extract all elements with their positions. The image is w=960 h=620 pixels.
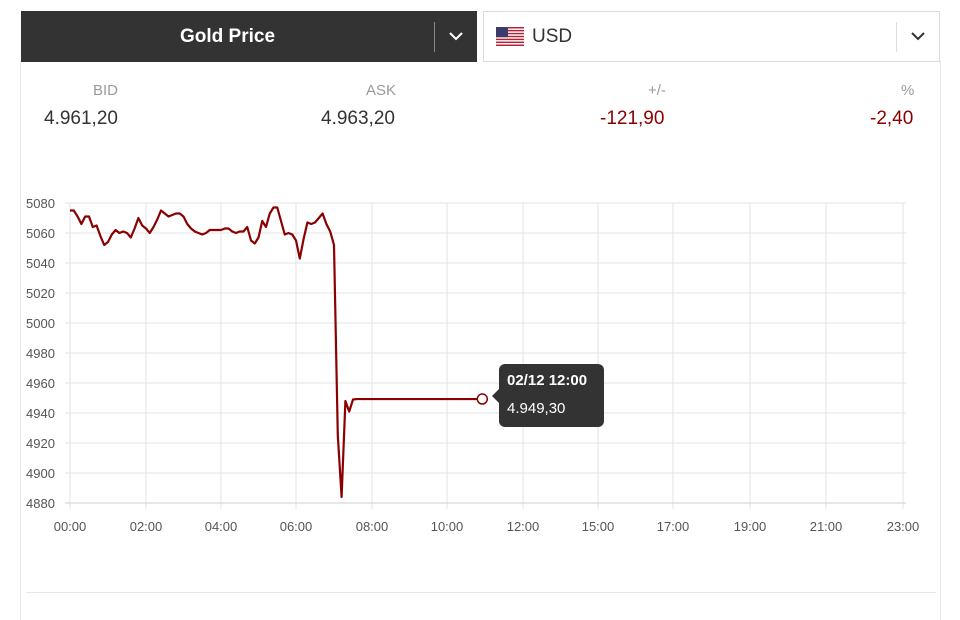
x-tick-label: 00:00 bbox=[54, 519, 87, 534]
tooltip-value: 4.949,30 bbox=[507, 400, 566, 417]
x-tick-label: 12:00 bbox=[507, 519, 540, 534]
ask-value: 4.963,20 bbox=[321, 108, 395, 129]
y-tick-label: 4880 bbox=[26, 496, 55, 511]
y-tick-label: 5040 bbox=[26, 256, 55, 271]
currency-label: USD bbox=[532, 25, 573, 47]
y-tick-label: 4900 bbox=[26, 466, 55, 481]
y-tick-label: 5060 bbox=[26, 226, 55, 241]
x-tick-label: 06:00 bbox=[280, 519, 313, 534]
x-tick-label: 02:00 bbox=[130, 519, 163, 534]
x-tick-label: 23:00 bbox=[887, 519, 920, 534]
y-tick-label: 5080 bbox=[26, 196, 55, 211]
change-value: -121,90 bbox=[600, 108, 665, 129]
us-flag-icon bbox=[496, 27, 524, 46]
y-tick-label: 4920 bbox=[26, 436, 55, 451]
y-tick-label: 4960 bbox=[26, 376, 55, 391]
x-tick-label: 04:00 bbox=[205, 519, 238, 534]
hover-point bbox=[476, 393, 489, 405]
chart-tooltip: 02/12 12:00 4.949,30 bbox=[492, 364, 604, 427]
price-chart: 5080 5060 5040 5020 5000 4980 4960 4940 4920 4900… bbox=[26, 196, 920, 534]
y-tick-label: 4940 bbox=[26, 406, 55, 421]
dropdown-divider bbox=[896, 21, 897, 52]
x-tick-label: 15:00 bbox=[582, 519, 615, 534]
dropdown-divider bbox=[434, 21, 435, 52]
tooltip-date: 02/12 12:00 bbox=[507, 372, 588, 389]
instrument-select[interactable]: Gold Price bbox=[21, 11, 477, 62]
panel-bottom-border bbox=[26, 592, 936, 593]
price-line bbox=[70, 206, 480, 499]
bid-value: 4.961,20 bbox=[44, 108, 118, 129]
price-panel bbox=[20, 60, 941, 620]
y-tick-label: 4980 bbox=[26, 346, 55, 361]
pct-label: % bbox=[901, 82, 915, 99]
ask-label: ASK bbox=[366, 82, 397, 99]
currency-select[interactable]: USD bbox=[483, 11, 940, 62]
x-tick-label: 19:00 bbox=[734, 519, 767, 534]
y-tick-label: 5000 bbox=[26, 316, 55, 331]
change-label: +/- bbox=[648, 82, 666, 99]
y-tick-label: 5020 bbox=[26, 286, 55, 301]
chevron-down-icon[interactable] bbox=[445, 26, 467, 48]
chevron-down-icon[interactable] bbox=[907, 26, 929, 48]
x-tick-label: 10:00 bbox=[431, 519, 464, 534]
x-tick-label: 17:00 bbox=[657, 519, 690, 534]
tooltip-arrow bbox=[492, 389, 499, 403]
pct-value: -2,40 bbox=[870, 108, 914, 129]
x-tick-label: 21:00 bbox=[810, 519, 843, 534]
instrument-label: Gold Price bbox=[179, 25, 276, 47]
bid-label: BID bbox=[93, 82, 119, 99]
x-tick-label: 08:00 bbox=[356, 519, 389, 534]
